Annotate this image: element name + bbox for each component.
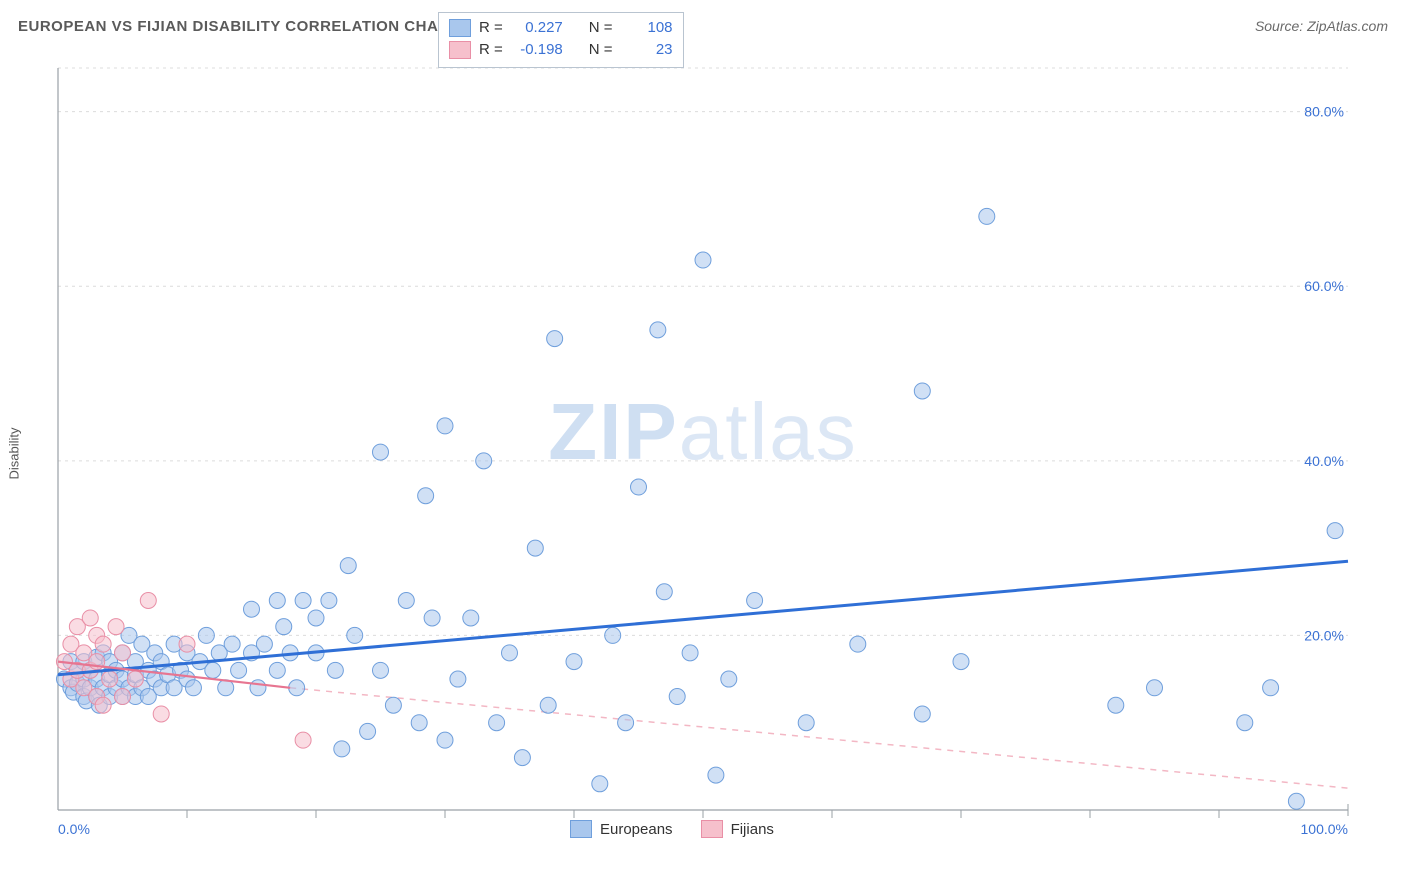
chart-title: EUROPEAN VS FIJIAN DISABILITY CORRELATIO…	[18, 18, 459, 35]
svg-text:20.0%: 20.0%	[1304, 627, 1344, 643]
series-swatch	[449, 41, 471, 59]
svg-text:60.0%: 60.0%	[1304, 278, 1344, 294]
r-value: -0.198	[511, 39, 563, 61]
legend-item: Fijians	[701, 820, 774, 838]
svg-text:ZIPatlas: ZIPatlas	[548, 387, 857, 476]
svg-text:40.0%: 40.0%	[1304, 453, 1344, 469]
n-label: N =	[589, 17, 613, 39]
n-value: 108	[621, 17, 673, 39]
legend-swatch	[701, 820, 723, 838]
stats-row: R = -0.198 N = 23	[449, 39, 673, 61]
legend-label: Europeans	[600, 821, 673, 838]
n-label: N =	[589, 39, 613, 61]
legend-swatch	[570, 820, 592, 838]
legend-label: Fijians	[731, 821, 774, 838]
r-label: R =	[479, 17, 503, 39]
scatter-chart: ZIPatlas 20.0% 40.0% 60.0% 80.0% 0.0% 100.0%	[48, 50, 1368, 840]
legend: Europeans Fijians	[570, 820, 774, 838]
series-swatch	[449, 19, 471, 37]
r-value: 0.227	[511, 17, 563, 39]
stats-box: R = 0.227 N = 108 R = -0.198 N = 23	[438, 12, 684, 68]
n-value: 23	[621, 39, 673, 61]
svg-text:0.0%: 0.0%	[58, 821, 90, 837]
svg-text:80.0%: 80.0%	[1304, 104, 1344, 120]
y-axis-label: Disability	[7, 427, 22, 479]
r-label: R =	[479, 39, 503, 61]
stats-row: R = 0.227 N = 108	[449, 17, 673, 39]
source-label: Source: ZipAtlas.com	[1255, 18, 1388, 34]
chart-area: ZIPatlas 20.0% 40.0% 60.0% 80.0% 0.0% 100.0%	[48, 50, 1368, 840]
legend-item: Europeans	[570, 820, 673, 838]
header: EUROPEAN VS FIJIAN DISABILITY CORRELATIO…	[18, 18, 1388, 35]
svg-text:100.0%: 100.0%	[1301, 821, 1348, 837]
